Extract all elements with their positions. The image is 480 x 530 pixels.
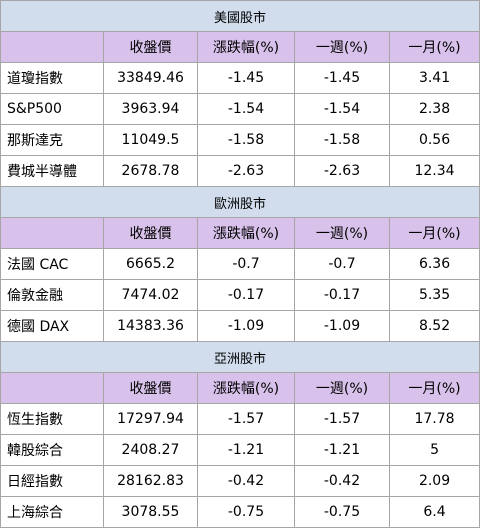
change-value: -1.09	[197, 310, 295, 342]
close-value: 6665.2	[103, 248, 198, 280]
index-name: 德國 DAX	[0, 310, 104, 342]
close-value: 28162.83	[103, 465, 198, 497]
index-name: 上海綜合	[0, 496, 104, 528]
table-row: 倫敦金融 7474.02 -0.17 -0.17 5.35	[0, 279, 480, 311]
column-header-blank	[0, 31, 104, 63]
month-value: 6.4	[388, 496, 480, 528]
index-name: 恆生指數	[0, 403, 104, 435]
column-header-week: 一週(%)	[294, 217, 390, 249]
column-header-row: 收盤價 漲跌幅(%) 一週(%) 一月(%)	[0, 217, 480, 249]
column-header-week: 一週(%)	[294, 31, 390, 63]
month-value: 5	[388, 434, 480, 466]
index-name: 日經指數	[0, 465, 104, 497]
close-value: 3078.55	[103, 496, 198, 528]
table-row: 恆生指數 17297.94 -1.57 -1.57 17.78	[0, 403, 480, 435]
change-value: -1.57	[197, 403, 295, 435]
column-header-week: 一週(%)	[294, 372, 390, 404]
change-value: -0.42	[197, 465, 295, 497]
month-value: 5.35	[388, 279, 480, 311]
change-value: -2.63	[197, 155, 295, 187]
column-header-month: 一月(%)	[388, 372, 480, 404]
table-row: 德國 DAX 14383.36 -1.09 -1.09 8.52	[0, 310, 480, 342]
close-value: 14383.36	[103, 310, 198, 342]
change-value: -0.7	[197, 248, 295, 280]
column-header-close: 收盤價	[103, 31, 198, 63]
change-value: -1.45	[197, 62, 295, 94]
change-value: -1.21	[197, 434, 295, 466]
column-header-change: 漲跌幅(%)	[197, 372, 295, 404]
column-header-row: 收盤價 漲跌幅(%) 一週(%) 一月(%)	[0, 31, 480, 63]
week-value: -1.58	[294, 124, 390, 156]
month-value: 6.36	[388, 248, 480, 280]
week-value: -1.21	[294, 434, 390, 466]
column-header-blank	[0, 372, 104, 404]
column-header-row: 收盤價 漲跌幅(%) 一週(%) 一月(%)	[0, 372, 480, 404]
table-row: 費城半導體 2678.78 -2.63 -2.63 12.34	[0, 155, 480, 187]
index-name: 韓股綜合	[0, 434, 104, 466]
column-header-blank	[0, 217, 104, 249]
column-header-close: 收盤價	[103, 217, 198, 249]
column-header-change: 漲跌幅(%)	[197, 31, 295, 63]
index-name: 道瓊指數	[0, 62, 104, 94]
week-value: -1.45	[294, 62, 390, 94]
close-value: 2678.78	[103, 155, 198, 187]
column-header-month: 一月(%)	[388, 31, 480, 63]
table-row: 那斯達克 11049.5 -1.58 -1.58 0.56	[0, 124, 480, 156]
close-value: 33849.46	[103, 62, 198, 94]
section-header-us: 美國股市	[0, 0, 480, 32]
section-title-asia: 亞洲股市	[0, 341, 480, 373]
close-value: 2408.27	[103, 434, 198, 466]
month-value: 17.78	[388, 403, 480, 435]
week-value: -1.54	[294, 93, 390, 125]
week-value: -2.63	[294, 155, 390, 187]
index-name: 法國 CAC	[0, 248, 104, 280]
week-value: -1.09	[294, 310, 390, 342]
section-header-europe: 歐洲股市	[0, 186, 480, 218]
table-row: 上海綜合 3078.55 -0.75 -0.75 6.4	[0, 496, 480, 528]
week-value: -1.57	[294, 403, 390, 435]
table-row: 道瓊指數 33849.46 -1.45 -1.45 3.41	[0, 62, 480, 94]
column-header-month: 一月(%)	[388, 217, 480, 249]
table-row: 法國 CAC 6665.2 -0.7 -0.7 6.36	[0, 248, 480, 280]
month-value: 3.41	[388, 62, 480, 94]
week-value: -0.7	[294, 248, 390, 280]
month-value: 12.34	[388, 155, 480, 187]
column-header-change: 漲跌幅(%)	[197, 217, 295, 249]
month-value: 8.52	[388, 310, 480, 342]
table-row: S&P500 3963.94 -1.54 -1.54 2.38	[0, 93, 480, 125]
change-value: -0.17	[197, 279, 295, 311]
index-name: 那斯達克	[0, 124, 104, 156]
index-name: 倫敦金融	[0, 279, 104, 311]
section-header-asia: 亞洲股市	[0, 341, 480, 373]
index-name: S&P500	[0, 93, 104, 125]
change-value: -1.58	[197, 124, 295, 156]
change-value: -0.75	[197, 496, 295, 528]
close-value: 7474.02	[103, 279, 198, 311]
index-name: 費城半導體	[0, 155, 104, 187]
month-value: 0.56	[388, 124, 480, 156]
week-value: -0.42	[294, 465, 390, 497]
section-title-us: 美國股市	[0, 0, 480, 32]
week-value: -0.17	[294, 279, 390, 311]
section-title-europe: 歐洲股市	[0, 186, 480, 218]
month-value: 2.38	[388, 93, 480, 125]
month-value: 2.09	[388, 465, 480, 497]
table-row: 韓股綜合 2408.27 -1.21 -1.21 5	[0, 434, 480, 466]
close-value: 11049.5	[103, 124, 198, 156]
close-value: 3963.94	[103, 93, 198, 125]
column-header-close: 收盤價	[103, 372, 198, 404]
table-row: 日經指數 28162.83 -0.42 -0.42 2.09	[0, 465, 480, 497]
close-value: 17297.94	[103, 403, 198, 435]
change-value: -1.54	[197, 93, 295, 125]
week-value: -0.75	[294, 496, 390, 528]
